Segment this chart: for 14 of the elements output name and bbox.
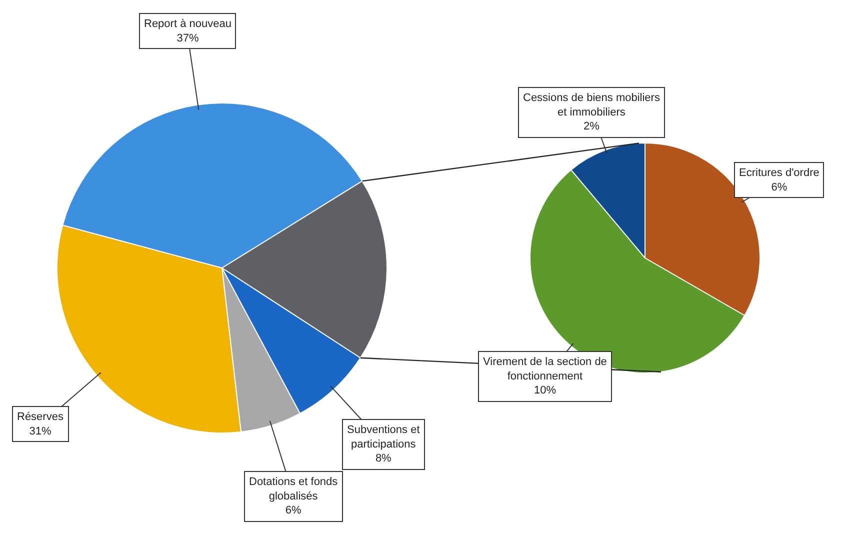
slice-label: Réserves [17,411,64,423]
slice-label: Subventions et participations [347,424,420,450]
data-label: 37% [176,32,199,44]
slice-label: Dotations et fonds globalisés [249,476,338,502]
data-label: 2% [584,120,600,133]
data-label: 6% [285,504,302,517]
data-label: 6% [771,181,788,194]
data-label: 10% [534,384,556,397]
slice-label: Ecritures d'ordre [739,167,820,179]
slice-label: Report à nouveau [144,18,232,30]
slice-label: Virement de la section de fonctionnement [483,356,607,382]
data-label: 8% [375,452,392,465]
slice-label: Cessions de biens mobiliers et immobiliers [523,92,660,118]
data-label: 31% [29,425,52,438]
